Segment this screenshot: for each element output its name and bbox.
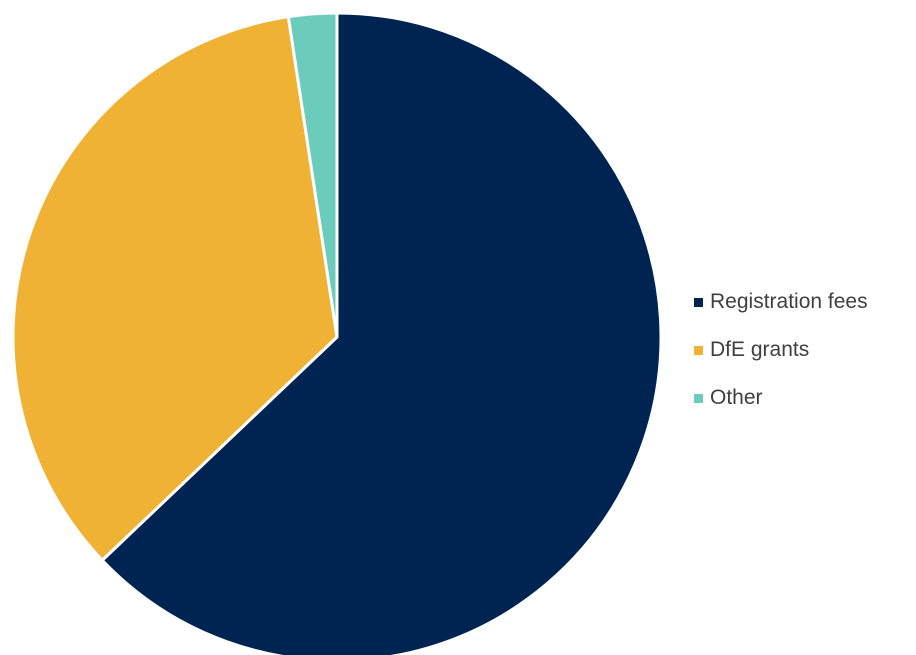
legend-swatch-dfe-grants: [694, 345, 703, 355]
pie-slice-other: [286, 11, 339, 339]
pie-slice-dfe-grants: [11, 15, 339, 562]
legend-item-registration-fees: Registration fees: [694, 278, 868, 326]
pie-slices: [11, 11, 663, 655]
legend-swatch-registration-fees: [694, 297, 703, 307]
pie-slice-registration-fees: [100, 11, 663, 655]
legend-item-other: Other: [694, 374, 868, 422]
legend-label-registration-fees: Registration fees: [710, 290, 868, 313]
legend-swatch-other: [694, 393, 703, 403]
legend: Registration fees DfE grants Other: [694, 278, 868, 422]
legend-label-other: Other: [710, 386, 763, 409]
legend-item-dfe-grants: DfE grants: [694, 326, 868, 374]
pie-plot-area: [11, 11, 663, 655]
legend-label-dfe-grants: DfE grants: [710, 338, 810, 361]
